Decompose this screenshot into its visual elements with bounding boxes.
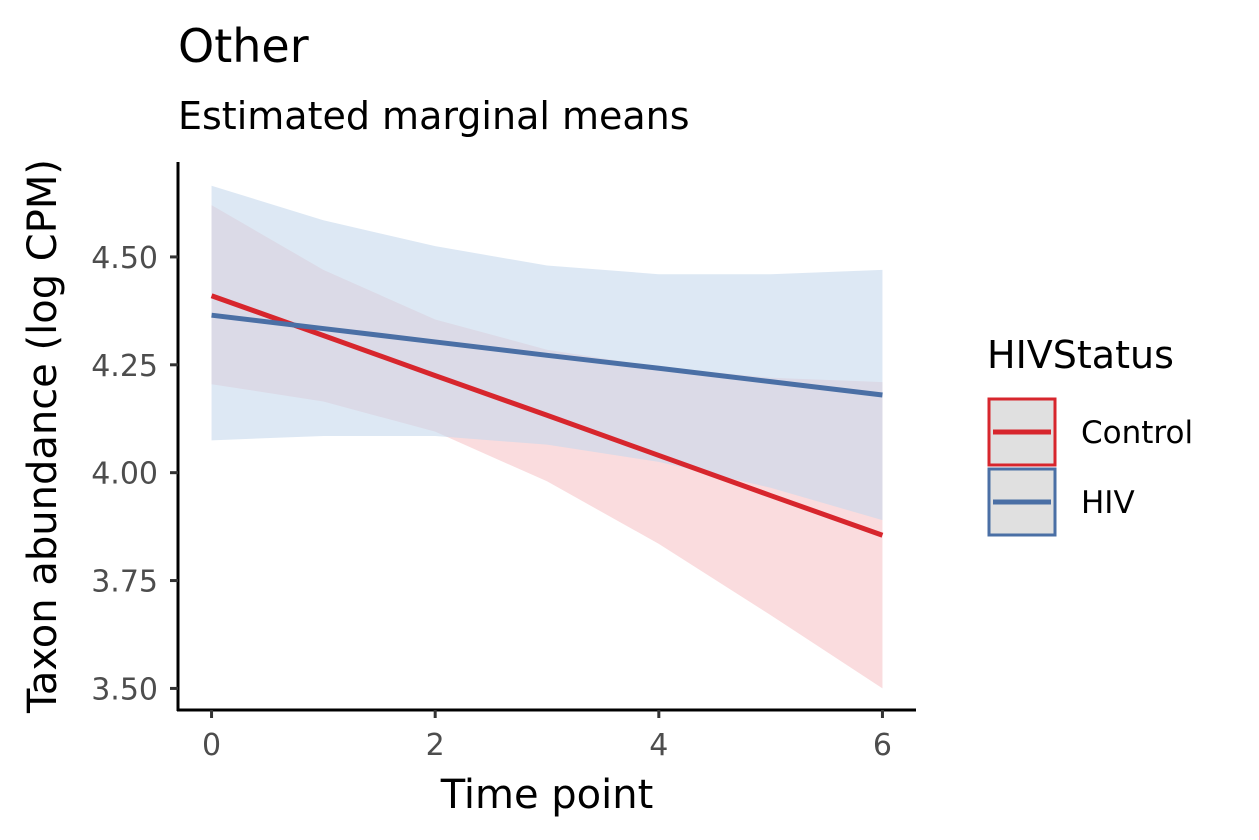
chart-subtitle: Estimated marginal means	[178, 94, 690, 138]
x-axis-ticks: 0 2 4 6	[202, 710, 892, 763]
x-axis-title: Time point	[440, 772, 654, 818]
confidence-bands	[211, 185, 883, 689]
x-tick-label: 2	[426, 728, 445, 763]
y-tick-label: 4.50	[91, 241, 158, 276]
y-tick-label: 3.50	[91, 672, 158, 707]
y-tick-label: 3.75	[91, 565, 158, 600]
y-tick-label: 4.25	[91, 349, 158, 384]
x-tick-label: 4	[649, 728, 668, 763]
x-tick-label: 0	[202, 728, 221, 763]
y-axis-title: Taxon abundance (log CPM)	[20, 159, 66, 714]
x-tick-label: 6	[873, 728, 892, 763]
series-line-hiv	[211, 312, 883, 398]
series-line-control	[210, 293, 884, 538]
legend-label-hiv: HIV	[1081, 485, 1135, 521]
legend: HIVStatus Control HIV	[987, 333, 1193, 537]
legend-item-hiv: HIV	[987, 467, 1135, 537]
series-lines	[210, 293, 884, 538]
legend-title: HIVStatus	[987, 333, 1174, 377]
legend-label-control: Control	[1081, 415, 1193, 451]
chart-title: Other	[178, 19, 309, 73]
y-tick-label: 4.00	[91, 457, 158, 492]
y-axis-ticks: 3.50 3.75 4.00 4.25 4.50	[91, 241, 178, 707]
legend-item-control: Control	[987, 397, 1193, 467]
